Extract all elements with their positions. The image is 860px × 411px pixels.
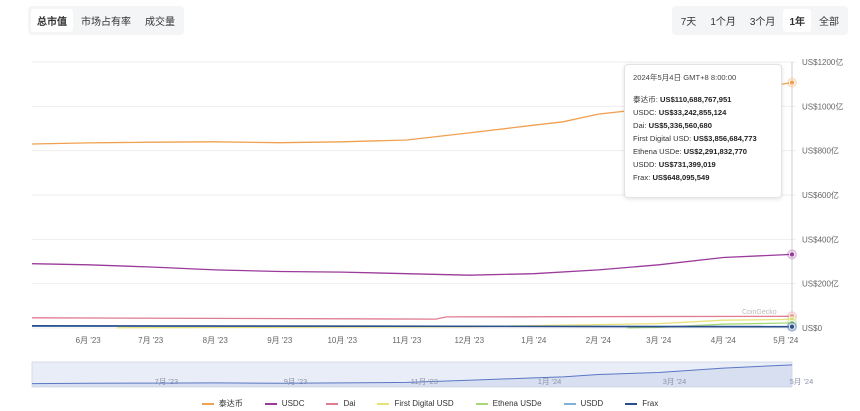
navigator-tick-label: 3月 '24 [663, 377, 687, 386]
legend-swatch [377, 402, 390, 405]
hover-marker [789, 323, 796, 330]
range-tab-group: 7天 1个月 3个月 1年 全部 [671, 6, 848, 35]
legend-label: USDD [580, 399, 604, 408]
legend-label: Frax [642, 399, 659, 408]
legend-item[interactable]: USDD [563, 398, 604, 409]
x-tick-label: 8月 '23 [203, 336, 229, 345]
legend-label: Ethena USDe [492, 399, 542, 408]
x-tick-label: 4月 '24 [711, 336, 737, 345]
y-tick-label: US$400亿 [802, 234, 839, 244]
chart-legend: 泰达币 USDC Dai First Digital USD Ethena USDe US… [0, 398, 860, 409]
legend-item[interactable]: First Digital USD [377, 398, 454, 409]
navigator-tick-label: 1月 '24 [538, 377, 562, 386]
x-tick-label: 3月 '24 [646, 336, 672, 345]
tab-range-3m[interactable]: 3个月 [749, 17, 776, 28]
legend-swatch [326, 402, 339, 405]
legend-item[interactable]: Ethena USDe [475, 398, 542, 409]
x-tick-label: 9月 '23 [267, 336, 293, 345]
legend-swatch [625, 402, 638, 405]
tooltip-row: USDC: US$33,242,855,124 [633, 108, 727, 117]
navigator-tick-label: 7月 '23 [155, 377, 179, 386]
navigator-line [31, 364, 793, 385]
y-tick-label: US$1000亿 [802, 101, 843, 111]
x-tick-label: 2月 '24 [586, 336, 612, 345]
series-line-1 [31, 253, 793, 276]
legend-item[interactable]: 泰达币 [201, 398, 243, 409]
y-tick-label: US$1200亿 [802, 57, 843, 67]
tab-market-cap[interactable]: 总市值 [31, 9, 73, 32]
legend-swatch [264, 402, 277, 405]
tooltip-row: Ethena USDe: US$2,291,832,770 [633, 147, 748, 156]
navigator-tick-label: 9月 '23 [284, 377, 308, 386]
x-tick-label: 7月 '23 [138, 336, 164, 345]
y-tick-label: US$200亿 [802, 279, 839, 289]
navigator-area [32, 364, 792, 387]
legend-label: USDC [281, 399, 305, 408]
tooltip-date: 2024年5月4日 GMT+8 8:00:00 [633, 73, 737, 82]
tab-volume[interactable]: 成交量 [145, 17, 175, 28]
series-line-3 [117, 318, 793, 329]
legend-swatch [475, 402, 488, 405]
x-tick-label: 10月 '23 [327, 336, 357, 345]
legend-swatch [563, 402, 576, 405]
legend-swatch [201, 402, 214, 405]
legend-label: 泰达币 [218, 399, 243, 408]
x-tick-label: 12月 '23 [454, 336, 484, 345]
metric-tab-group: 总市值 市场占有率 成交量 [28, 6, 184, 35]
tab-market-share[interactable]: 市场占有率 [81, 17, 131, 28]
legend-item[interactable]: Frax [625, 398, 658, 409]
tab-range-all[interactable]: 全部 [819, 17, 839, 28]
x-tick-label: 11月 '23 [392, 336, 422, 345]
chart-tooltip: 2024年5月4日 GMT+8 8:00:00 泰达币: US$110,688,… [624, 64, 782, 198]
series-line-2 [31, 315, 793, 320]
series-line-6 [31, 324, 793, 328]
tooltip-row: Dai: US$5,336,560,680 [633, 121, 712, 130]
x-tick-label: 1月 '24 [521, 336, 547, 345]
tab-range-7d[interactable]: 7天 [680, 17, 697, 28]
legend-item[interactable]: USDC [264, 398, 305, 409]
x-tick-label: 6月 '23 [76, 336, 102, 345]
tooltip-row: USDD: US$731,399,019 [633, 160, 716, 169]
tooltip-row: First Digital USD: US$3,856,684,773 [633, 134, 757, 143]
attribution-label: CoinGecko [742, 309, 777, 316]
y-tick-label: US$600亿 [802, 190, 839, 200]
legend-item[interactable]: Dai [326, 398, 355, 409]
legend-label: First Digital USD [394, 399, 454, 408]
hover-marker [789, 251, 796, 258]
tab-range-1y[interactable]: 1年 [783, 9, 811, 32]
navigator-tick-label: 5月 '24 [790, 377, 814, 386]
x-tick-label: 5月 '24 [773, 336, 799, 345]
y-tick-label: US$0 [802, 324, 823, 333]
navigator-tick-label: 11月 '23 [411, 377, 438, 386]
tooltip-row: 泰达币: US$110,688,767,951 [633, 95, 732, 104]
tab-range-1m[interactable]: 1个月 [710, 17, 736, 28]
legend-label: Dai [343, 399, 356, 408]
tooltip-row: Frax: US$648,095,549 [633, 173, 710, 182]
y-tick-label: US$800亿 [802, 146, 839, 156]
hover-marker [789, 79, 796, 86]
